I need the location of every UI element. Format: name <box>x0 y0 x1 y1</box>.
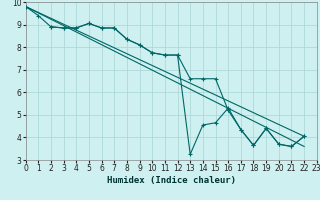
X-axis label: Humidex (Indice chaleur): Humidex (Indice chaleur) <box>107 176 236 185</box>
